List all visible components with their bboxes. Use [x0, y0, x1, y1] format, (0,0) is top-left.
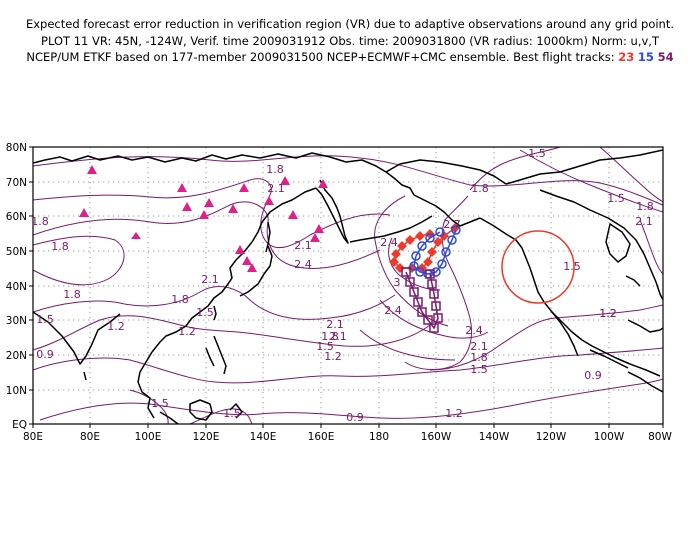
lat-label: 20N — [6, 350, 27, 362]
lon-label: 100E — [135, 431, 162, 443]
observation-triangles — [79, 165, 328, 272]
contour-label: 1.2 — [324, 350, 342, 363]
contour-label: 1.8 — [171, 293, 189, 306]
flight-track-15 — [409, 225, 461, 279]
contour-label: 2.1 — [470, 340, 488, 353]
lon-label: 80E — [80, 431, 100, 443]
contour-label: 3 — [394, 276, 401, 289]
track-number-1: 23 — [618, 50, 635, 64]
error-reduction-contours — [33, 147, 663, 424]
contour-label: 1.8 — [321, 330, 339, 343]
contour-label: 1.5 — [196, 306, 214, 319]
contour-label: 1.2 — [445, 407, 463, 420]
contour-label: 1.5 — [151, 397, 169, 410]
lon-label: 80W — [648, 431, 672, 443]
contour-label: 2.1 — [326, 318, 344, 331]
lat-label: 70N — [6, 177, 27, 189]
contour-label: 1.5 — [607, 192, 625, 205]
contour-label: 1.5 — [528, 147, 546, 160]
coastlines — [33, 149, 663, 424]
lat-label: 60N — [6, 211, 27, 223]
contour-label: 0.9 — [346, 411, 364, 424]
contour-label: 1.2 — [599, 307, 617, 320]
lat-label: 40N — [6, 281, 27, 293]
contour-label: 2.1 — [635, 215, 653, 228]
lon-label: 100W — [594, 431, 625, 443]
contour-label: 2.1 — [329, 330, 347, 343]
title-line-3: NCEP/UM ETKF based on 177-member 2009031… — [0, 49, 700, 66]
lat-label: 10N — [6, 385, 27, 397]
contour-label: 1.8 — [636, 200, 654, 213]
lat-label: 50N — [6, 246, 27, 258]
lon-label: 120E — [193, 431, 220, 443]
contour-label: 1.5 — [36, 313, 54, 326]
contour-label: 2.4 — [465, 324, 483, 337]
title-line-3-text: NCEP/UM ETKF based on 177-member 2009031… — [26, 50, 615, 64]
contour-label: 1.2 — [178, 325, 196, 338]
contour-label: 1.5 — [563, 260, 581, 273]
lat-label: EQ — [12, 419, 27, 431]
lat-label: 30N — [6, 315, 27, 327]
contour-label: 0.9 — [36, 348, 54, 361]
lon-label: 160W — [421, 431, 452, 443]
contour-label: 2.1 — [201, 273, 219, 286]
title-block: Expected forecast error reduction in ver… — [0, 16, 700, 66]
contour-label: 1.2 — [107, 320, 125, 333]
contour-label: 1.5 — [470, 363, 488, 376]
contour-label: 1.8 — [266, 163, 284, 176]
lon-label: 140W — [479, 431, 510, 443]
contour-label: 1.5 — [316, 340, 334, 353]
title-line-1: Expected forecast error reduction in ver… — [25, 17, 675, 31]
track-number-2: 15 — [637, 50, 654, 64]
lon-label: 140E — [250, 431, 277, 443]
lon-label: 120W — [536, 431, 567, 443]
contour-label: 2.1 — [267, 182, 285, 195]
verification-region-circle — [501, 230, 575, 304]
contour-label: 1.8 — [470, 351, 488, 364]
contour-label: 2.4 — [380, 236, 398, 249]
contour-label: 1.8 — [51, 240, 69, 253]
contour-label: 1.2 — [599, 307, 617, 320]
track-number-3: 54 — [657, 50, 674, 64]
contour-label: 1.8 — [63, 288, 81, 301]
contour-label: 1.8 — [471, 182, 489, 195]
contour-label: 1.5 — [223, 407, 241, 420]
title-line-2: PLOT 11 VR: 45N, -124W, Verif. time 2009… — [41, 33, 659, 48]
lon-label: 180 — [369, 431, 389, 443]
contour-label: 1.8 — [31, 215, 49, 228]
contour-label: 2.7 — [443, 218, 461, 231]
contour-label: 2.1 — [294, 239, 312, 252]
map-grid — [33, 147, 663, 424]
flight-track-54 — [401, 267, 443, 333]
contour-label: 2.4 — [294, 258, 312, 271]
lon-label: 80E — [23, 431, 43, 443]
contour-label: 2.4 — [384, 304, 402, 317]
contour-label: 0.9 — [584, 369, 602, 382]
lon-label: 160E — [308, 431, 335, 443]
lat-label: 80N — [6, 142, 27, 154]
